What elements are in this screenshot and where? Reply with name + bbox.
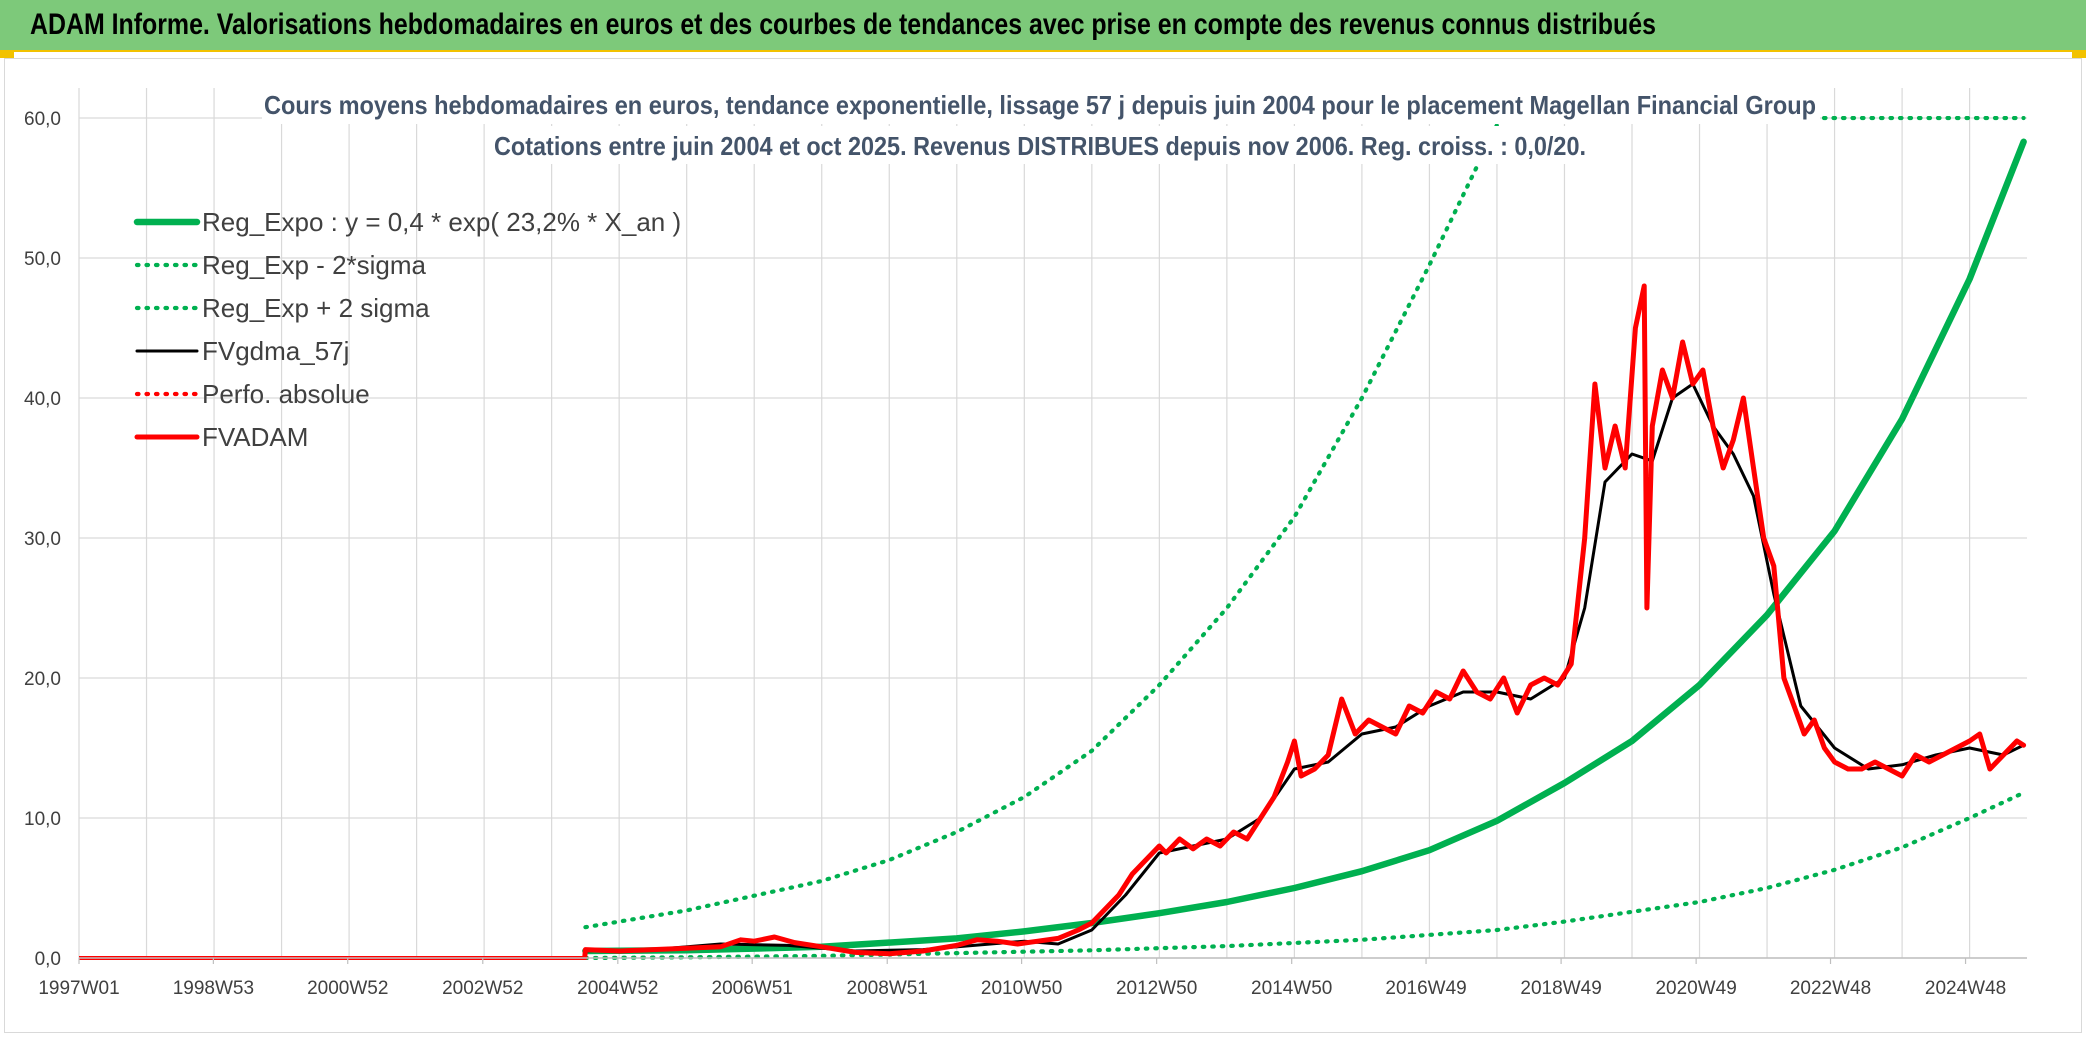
x-tick-label: 2000W52 — [307, 978, 388, 999]
x-tick-label: 1997W01 — [38, 978, 119, 999]
plot-series — [79, 116, 2027, 960]
legend-label: FVADAM — [202, 422, 308, 452]
x-tick-label: 2020W49 — [1655, 978, 1736, 999]
x-tick-label: 2022W48 — [1790, 978, 1871, 999]
report-title: ADAM Informe. Valorisations hebdomadaire… — [30, 8, 1656, 41]
y-tick-label: 20,0 — [24, 669, 61, 690]
legend-label: Reg_Exp - 2*sigma — [202, 250, 427, 280]
x-tick-label: 2016W49 — [1385, 978, 1466, 999]
x-tick-label: 2002W52 — [442, 978, 523, 999]
y-tick-label: 30,0 — [24, 529, 61, 550]
x-tick-label: 1998W53 — [173, 978, 254, 999]
y-tick-label: 0,0 — [35, 949, 61, 970]
series-line-fvgdma-57j — [583, 382, 2026, 953]
y-tick-label: 10,0 — [24, 809, 61, 830]
y-tick-label: 60,0 — [24, 109, 61, 130]
x-tick-label: 2010W50 — [981, 978, 1062, 999]
x-tick-label: 2018W49 — [1520, 978, 1601, 999]
header-banner: ADAM Informe. Valorisations hebdomadaire… — [0, 0, 2086, 52]
series-line-reg-expo-y-0-4-exp-23-2-x-an — [582, 138, 2027, 955]
x-tick-label: 2004W52 — [577, 978, 658, 999]
chart-subtitle-bg — [490, 126, 1600, 164]
y-tick-label: 50,0 — [24, 249, 61, 270]
x-tick-label: 2012W50 — [1116, 978, 1197, 999]
series-line-fvadam — [582, 283, 2027, 960]
legend: Reg_Expo : y = 0,4 * exp( 23,2% * X_an )… — [133, 207, 681, 452]
x-tick-label: 2014W50 — [1251, 978, 1332, 999]
x-tick-label: 2008W51 — [847, 978, 928, 999]
chart-title-block: Cours moyens hebdomadaires en euros, ten… — [262, 86, 1820, 164]
legend-label: Reg_Exp + 2 sigma — [202, 293, 430, 323]
x-tick-label: 2024W48 — [1925, 978, 2006, 999]
axes: 0,0 10,0 20,0 30,0 40,0 50,0 60,0 1997W01 1998W5… — [24, 109, 2027, 999]
chart-title-bg — [262, 86, 1820, 124]
x-tick-label: 2006W51 — [712, 978, 793, 999]
corner-accent-left — [0, 52, 14, 58]
chart-area — [4, 58, 2082, 1033]
y-tick-label: 40,0 — [24, 389, 61, 410]
legend-label: Perfo. absolue — [202, 379, 370, 409]
legend-label: FVgdma_57j — [202, 336, 349, 366]
legend-label: Reg_Expo : y = 0,4 * exp( 23,2% * X_an ) — [202, 207, 681, 237]
chart-subtitle: Cotations entre juin 2004 et oct 2025. R… — [494, 131, 1586, 161]
corner-accent-right — [2072, 52, 2086, 58]
chart-title: Cours moyens hebdomadaires en euros, ten… — [264, 90, 1816, 120]
series-line-reg-exp-2-sigma — [583, 116, 1503, 930]
